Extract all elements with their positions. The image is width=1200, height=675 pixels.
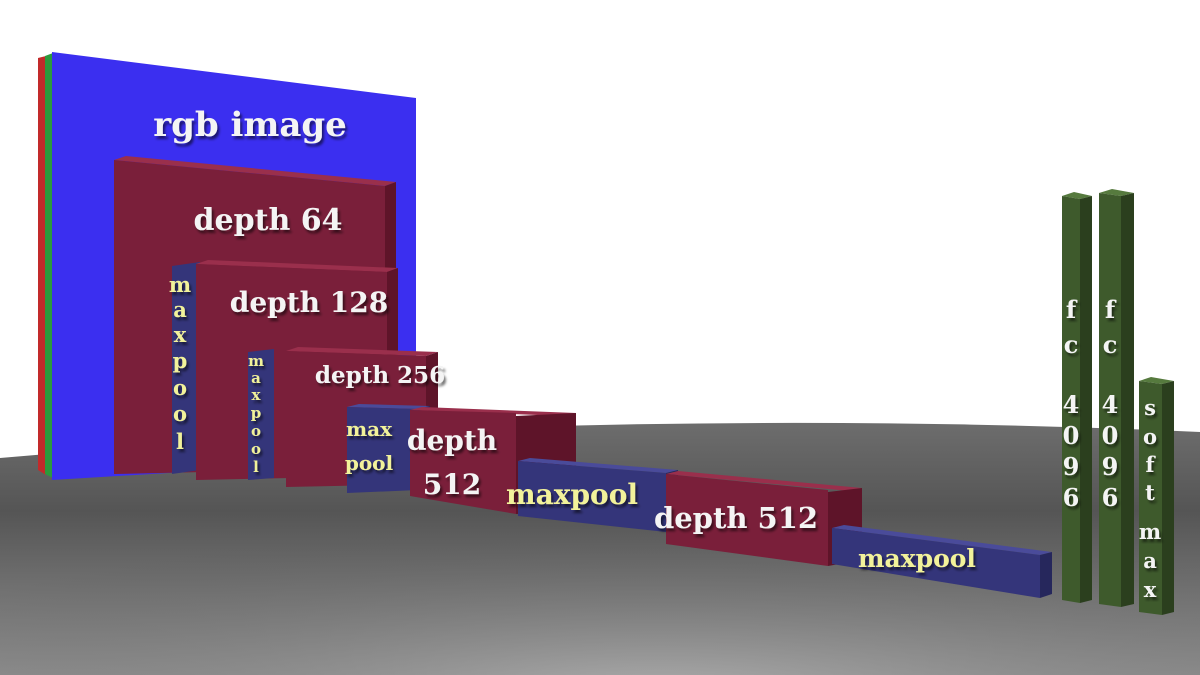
svg-text:4: 4 [1063,390,1080,419]
svg-text:m: m [169,272,191,297]
svg-text:a: a [251,369,261,387]
svg-text:depth: depth [407,424,497,457]
svg-text:max: max [346,417,393,441]
svg-text:l: l [253,458,259,476]
svg-text:m: m [1139,519,1161,544]
svg-text:p: p [251,404,262,422]
fc1-block: f c 4 0 9 6 [1062,192,1092,603]
fc2-label: f c 4 0 9 6 [1102,295,1119,512]
svg-text:9: 9 [1063,452,1080,481]
svg-text:a: a [173,297,187,322]
conv5-block: depth 512 [654,471,862,566]
pool5-label: maxpool [858,544,976,573]
softmax-label: s o f t m a x [1139,395,1161,602]
input-green-channel [45,53,53,478]
svg-text:c: c [1103,330,1118,359]
svg-text:m: m [248,352,264,370]
svg-text:o: o [251,422,261,440]
svg-text:f: f [1066,295,1078,324]
svg-text:9: 9 [1102,452,1119,481]
conv2-label: depth 128 [230,286,388,319]
svg-text:6: 6 [1102,483,1119,512]
svg-text:c: c [1064,330,1079,359]
input-red-channel [38,56,46,475]
pool4-label: maxpool [506,478,638,511]
svg-text:6: 6 [1063,483,1080,512]
svg-text:0: 0 [1063,421,1080,450]
pool5-block: maxpool [832,525,1052,598]
svg-text:o: o [1143,424,1157,449]
conv3-label: depth 256 [315,362,445,389]
softmax-block: s o f t m a x [1139,377,1174,615]
svg-text:0: 0 [1102,421,1119,450]
pool2-label: m a x p o o l [248,352,264,476]
svg-text:o: o [173,401,187,426]
svg-text:pool: pool [345,451,394,475]
svg-text:4: 4 [1102,390,1119,419]
svg-text:p: p [173,348,188,373]
svg-text:l: l [176,429,184,454]
conv5-label: depth 512 [654,501,818,535]
svg-text:o: o [173,375,187,400]
svg-text:512: 512 [423,468,481,501]
svg-text:x: x [1144,577,1157,602]
svg-text:f: f [1145,452,1156,477]
svg-text:t: t [1145,480,1155,505]
fc1-label: f c 4 0 9 6 [1063,295,1080,512]
svg-text:x: x [174,322,187,347]
svg-text:x: x [252,386,262,404]
pool1-block: m a x p o o l [169,262,200,474]
input-label: rgb image [153,105,347,145]
svg-text:s: s [1144,395,1156,420]
pool2-block: m a x p o o l [248,349,274,480]
conv4-label: depth 512 [407,424,497,501]
fc2-block: f c 4 0 9 6 [1099,189,1134,607]
conv1-label: depth 64 [194,203,343,238]
svg-text:o: o [251,440,261,458]
svg-text:a: a [1143,548,1157,573]
svg-text:f: f [1105,295,1117,324]
pool1-label: m a x p o o l [169,272,191,454]
pool3-label: max pool [345,417,394,475]
